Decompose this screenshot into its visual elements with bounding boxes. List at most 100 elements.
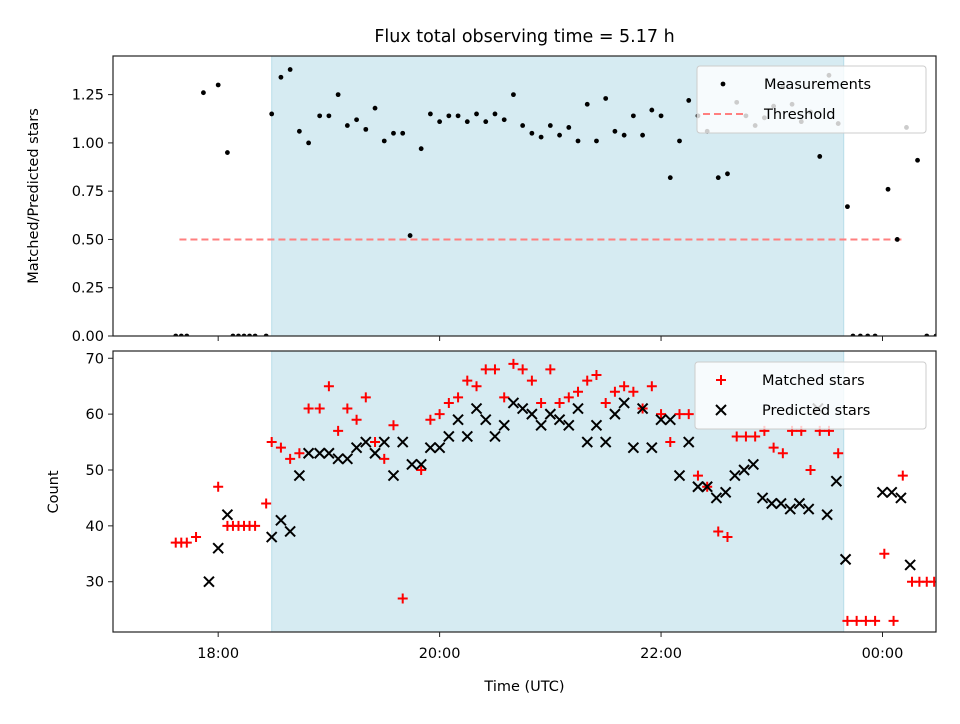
data-point	[584, 101, 590, 107]
data-point	[777, 448, 788, 459]
data-point	[609, 386, 620, 397]
data-point	[563, 392, 574, 403]
data-point	[897, 470, 908, 481]
data-point	[627, 441, 640, 454]
data-point	[261, 498, 272, 509]
x-axis-label: Time (UTC)	[483, 679, 564, 695]
data-point	[201, 90, 206, 96]
data-point	[547, 123, 553, 128]
data-point	[630, 113, 636, 119]
legend-marker-plus	[716, 375, 726, 385]
data-point	[618, 397, 630, 409]
legend-box	[694, 361, 927, 430]
data-point	[563, 419, 575, 432]
data-point	[293, 469, 306, 482]
data-point	[572, 402, 584, 415]
data-point	[400, 130, 406, 136]
y-tick-label: 40	[86, 519, 104, 535]
data-point	[453, 392, 464, 403]
y-tick-label: 0.50	[72, 232, 104, 248]
data-point	[303, 403, 314, 414]
data-point	[213, 481, 224, 492]
data-point	[722, 532, 733, 543]
data-point	[335, 92, 341, 98]
legend-label: Predicted stars	[762, 403, 870, 419]
data-point	[203, 576, 215, 588]
data-point	[591, 370, 602, 381]
data-point	[397, 436, 409, 448]
data-point	[302, 447, 315, 459]
data-point	[221, 508, 234, 521]
data-point	[951, 577, 960, 587]
data-point	[738, 464, 750, 476]
axes-frame	[112, 55, 937, 337]
data-point	[673, 469, 686, 482]
data-point	[729, 469, 741, 482]
data-point	[181, 537, 192, 548]
data-point	[455, 113, 461, 119]
data-point	[952, 334, 957, 339]
data-point	[766, 497, 778, 510]
data-point	[470, 402, 483, 415]
data-point	[341, 453, 354, 465]
data-point	[793, 497, 806, 510]
data-point	[369, 447, 381, 459]
data-point	[489, 430, 501, 443]
data-point	[462, 375, 473, 386]
data-point	[692, 470, 703, 481]
data-point	[750, 431, 761, 442]
data-point	[388, 420, 399, 431]
data-point	[628, 386, 639, 397]
data-point	[683, 409, 694, 420]
data-point	[511, 92, 516, 98]
data-point	[839, 553, 852, 566]
axes-frame	[112, 350, 937, 633]
data-point	[498, 419, 510, 432]
data-point	[554, 397, 565, 408]
data-point	[278, 74, 284, 80]
data-point	[434, 409, 445, 420]
data-point	[830, 475, 843, 487]
data-point	[590, 419, 603, 432]
data-point	[275, 514, 287, 526]
data-point	[573, 386, 584, 397]
data-point	[350, 441, 363, 454]
data-point	[265, 531, 278, 543]
data-point	[894, 237, 900, 242]
data-point	[294, 448, 305, 459]
data-point	[943, 334, 948, 339]
data-point	[269, 111, 275, 117]
data-point	[557, 132, 562, 138]
legend-label: Measurements	[764, 77, 871, 93]
data-point	[535, 419, 547, 432]
data-point	[387, 469, 400, 482]
data-point	[851, 615, 862, 626]
data-point	[612, 128, 618, 134]
data-point	[544, 408, 557, 420]
data-point	[516, 402, 529, 415]
data-point	[446, 113, 452, 119]
data-point	[225, 150, 230, 155]
data-point	[594, 138, 599, 144]
data-point	[649, 107, 655, 113]
data-point	[351, 414, 362, 425]
data-point	[266, 437, 277, 448]
y-tick-label: 0.00	[72, 329, 104, 345]
data-point	[415, 458, 427, 471]
data-point	[674, 409, 685, 420]
series-predicted-stars	[203, 397, 916, 588]
y-tick-label: 1.00	[72, 136, 104, 152]
data-point	[212, 542, 224, 554]
data-point	[191, 532, 202, 543]
bottom-y-axis-label: Count	[46, 470, 62, 513]
data-point	[833, 448, 844, 459]
data-point	[443, 430, 455, 443]
data-point	[817, 154, 823, 159]
data-point	[860, 615, 871, 626]
data-point	[323, 381, 334, 392]
data-point	[904, 559, 916, 571]
data-point	[499, 392, 510, 403]
data-point	[886, 486, 898, 499]
data-point	[323, 447, 335, 459]
